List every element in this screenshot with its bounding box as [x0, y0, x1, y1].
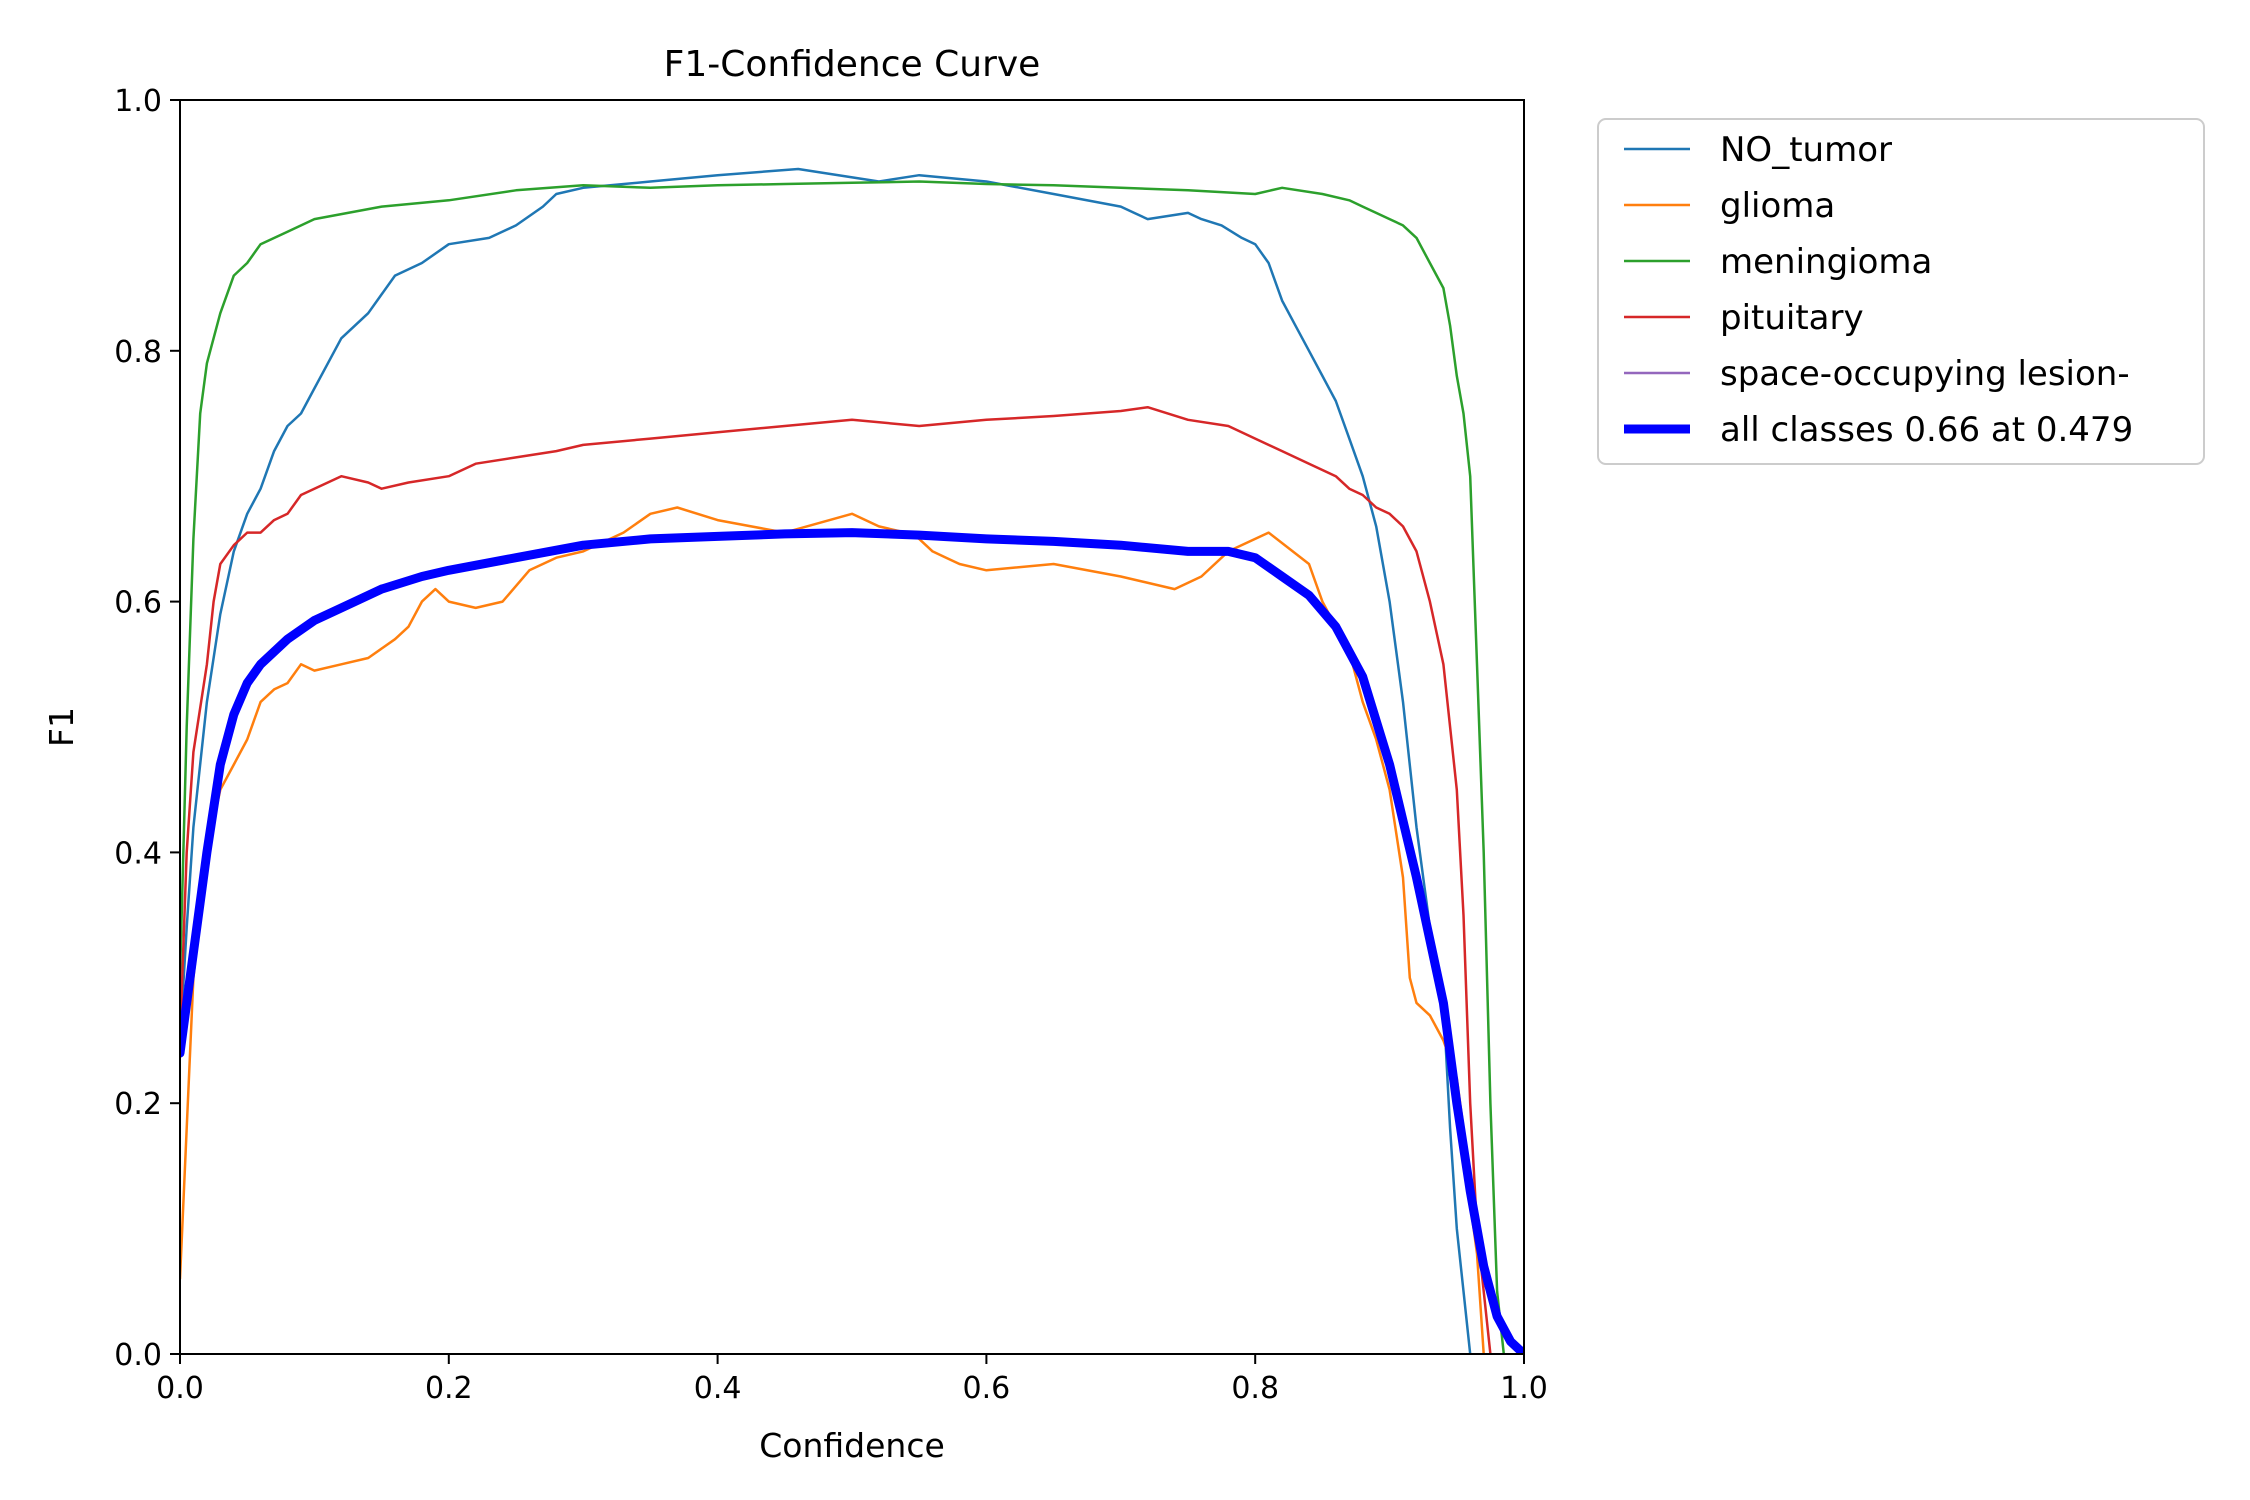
x-tick-label: 0.4 [694, 1371, 742, 1406]
x-tick-label: 0.2 [425, 1371, 473, 1406]
y-tick-label: 0.6 [114, 586, 162, 621]
legend-label: pituitary [1720, 298, 1864, 338]
legend-label: meningioma [1720, 242, 1932, 282]
x-tick-label: 1.0 [1500, 1371, 1548, 1406]
series-line-pituitary [180, 405, 1492, 1354]
y-tick-label: 0.8 [114, 335, 162, 370]
y-axis-ticks: 0.0 0.2 0.4 0.6 0.8 1.0 [114, 84, 180, 1373]
x-axis-ticks: 0.0 0.2 0.4 0.6 0.8 1.0 [156, 1354, 1548, 1406]
series-line-no-tumor [180, 167, 1472, 1354]
series-line-meningioma [180, 180, 1506, 1354]
legend-frame [1597, 118, 2205, 465]
series-line-all-classes [180, 528, 1524, 1354]
legend-label: all classes 0.66 at 0.479 [1720, 410, 2133, 450]
series-layer [180, 167, 1524, 1354]
y-tick-label: 0.2 [114, 1087, 162, 1122]
y-tick-label: 1.0 [114, 84, 162, 119]
series-line-glioma [180, 506, 1485, 1354]
legend-label: glioma [1720, 186, 1835, 226]
y-tick-label: 0.4 [114, 836, 162, 871]
x-tick-label: 0.8 [1231, 1371, 1279, 1406]
chart-title: F1-Confidence Curve [664, 44, 1041, 85]
y-axis-label: F1 [42, 707, 81, 747]
plot-frame [179, 99, 1525, 1355]
x-tick-label: 0.6 [963, 1371, 1011, 1406]
x-axis-label: Confidence [759, 1426, 945, 1465]
y-tick-label: 0.0 [114, 1338, 162, 1373]
x-tick-label: 0.0 [156, 1371, 204, 1406]
legend-label: NO_tumor [1720, 130, 1892, 170]
legend-label: space-occupying lesion- [1720, 354, 2130, 394]
